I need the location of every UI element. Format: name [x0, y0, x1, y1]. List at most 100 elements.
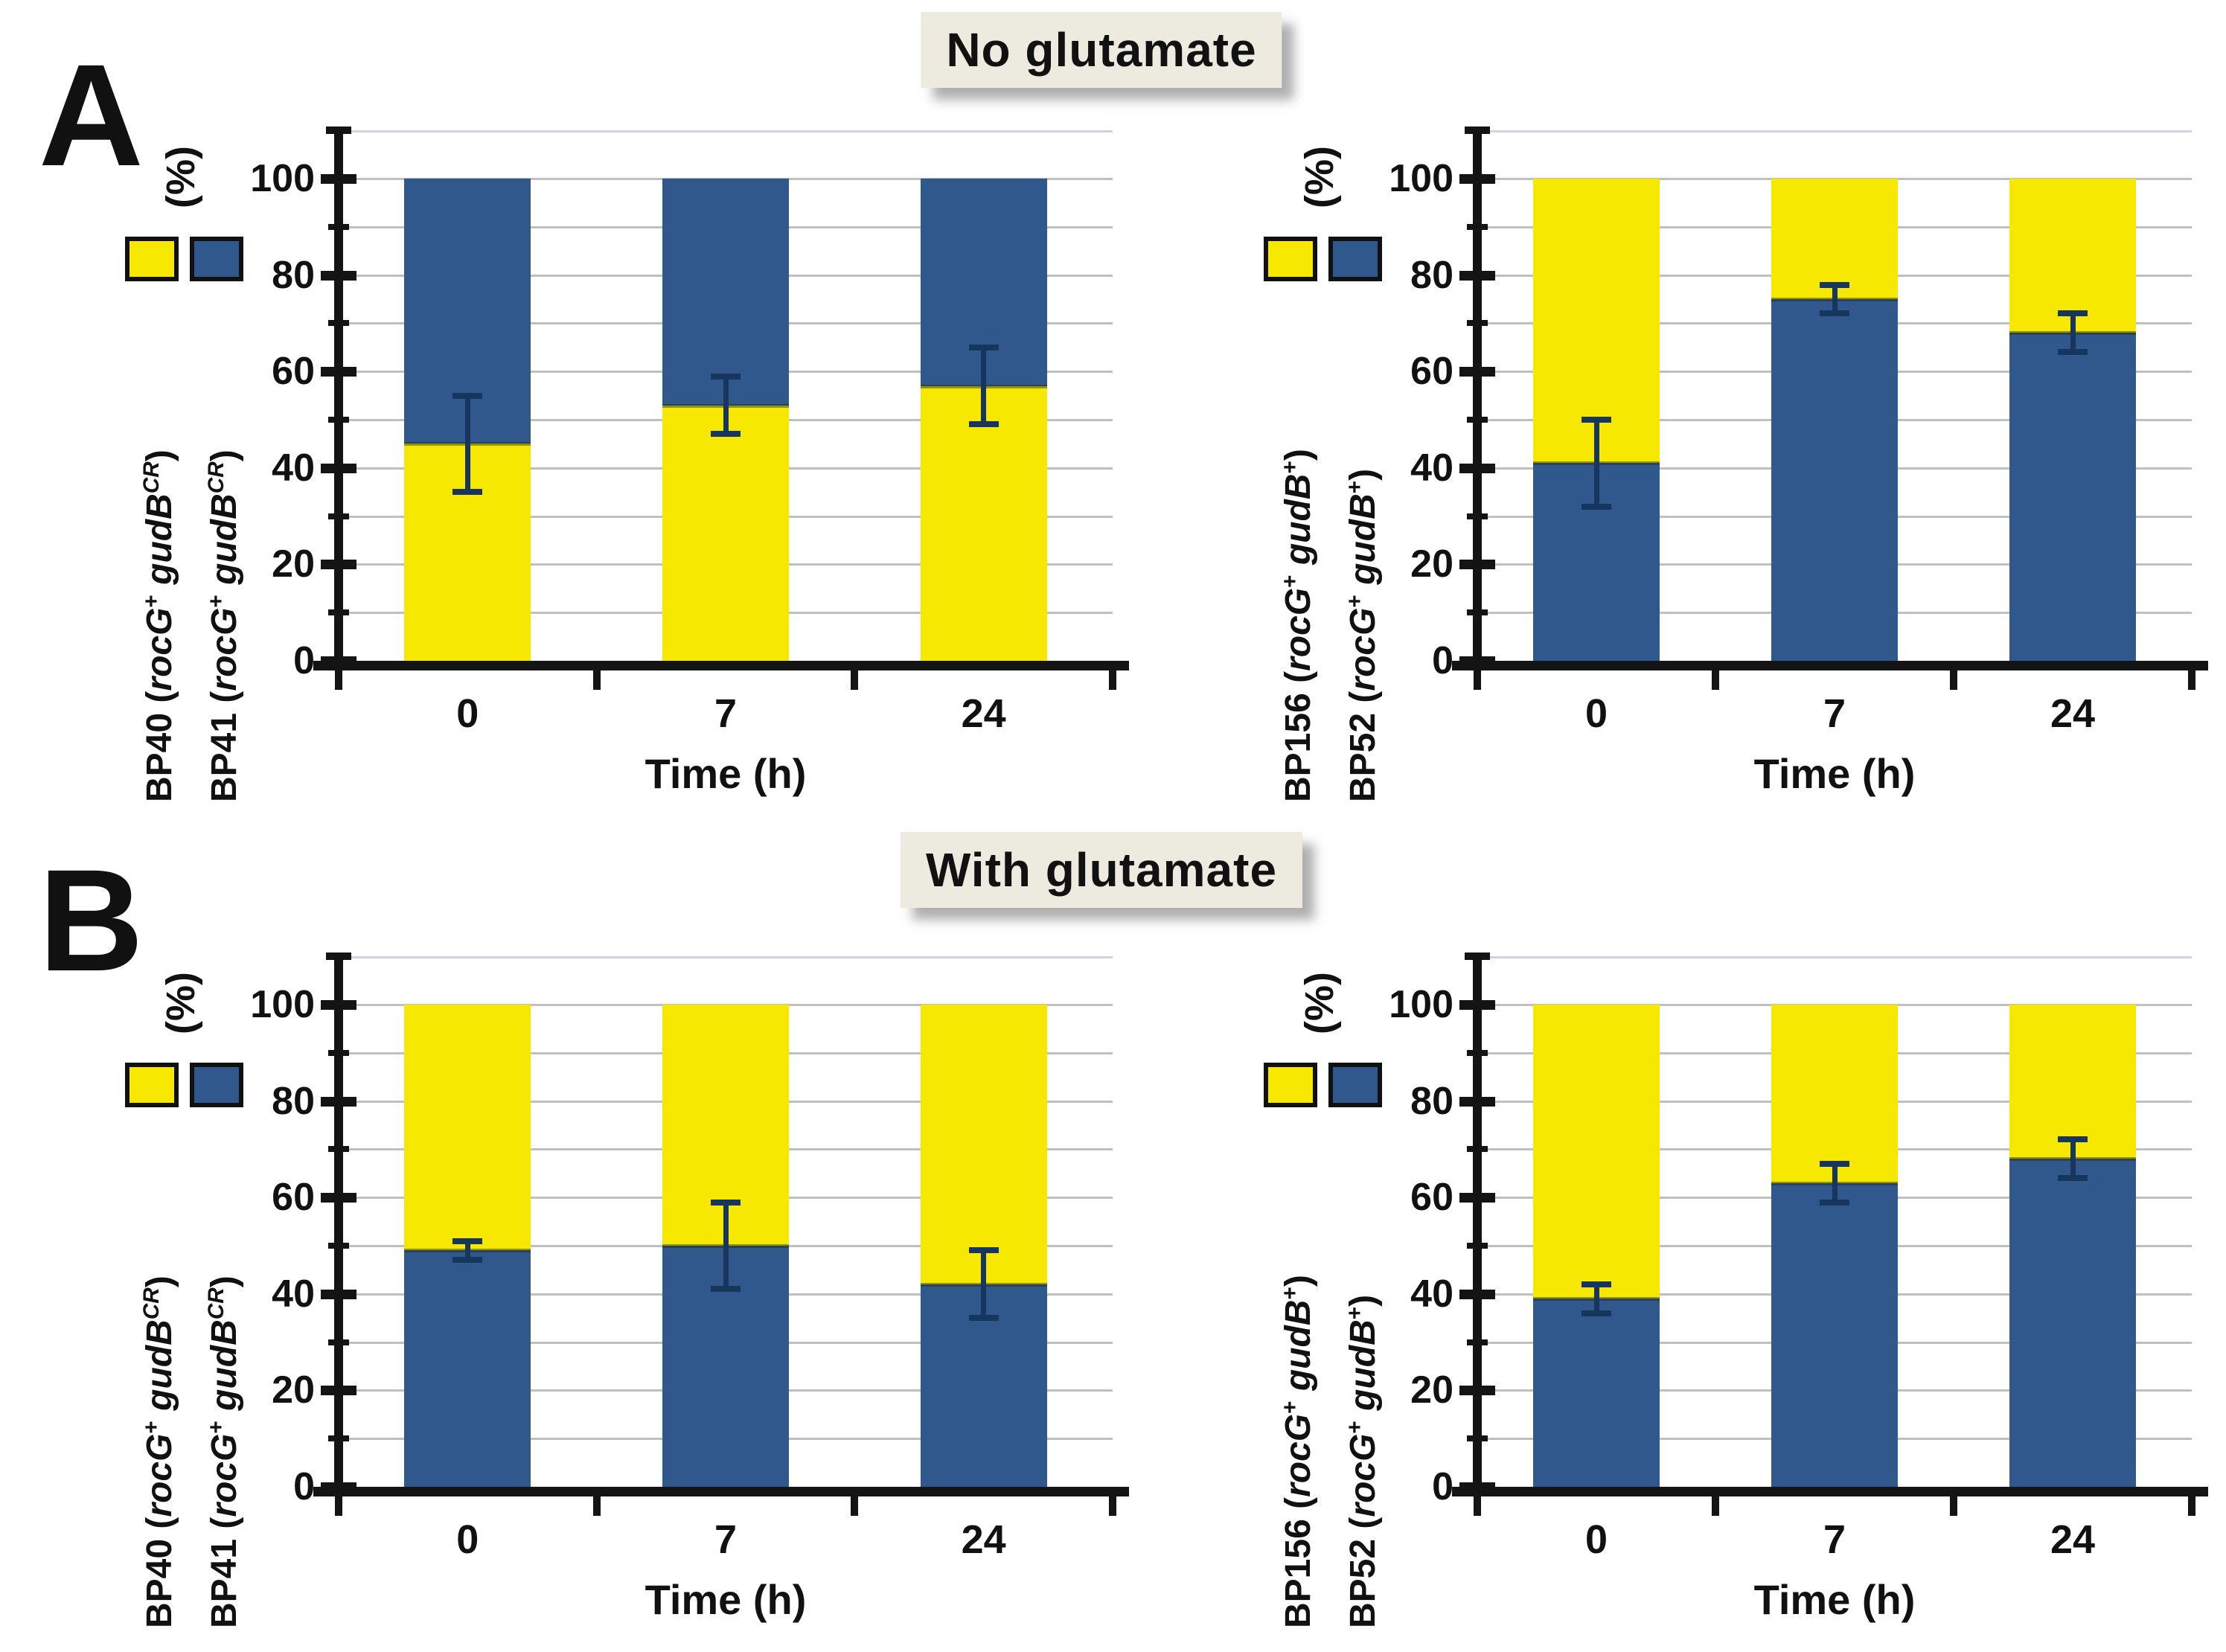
y-tick-label-0: 0 [293, 1465, 315, 1508]
bar-24h-top-yellow [2009, 179, 2136, 333]
strain-label-part: CR [139, 461, 164, 494]
x-tick-label-0: 0 [1584, 691, 1608, 736]
y-minor-tick-10 [328, 1435, 349, 1442]
panel-a-title: No glutamate [921, 12, 1282, 88]
gridline-40 [1482, 1293, 2192, 1296]
x-axis-line [1452, 1487, 2208, 1496]
y-tick-label-0: 0 [1432, 1465, 1453, 1508]
strain-label-part: gudB [1279, 473, 1318, 566]
legend-swatch-blue [1328, 1063, 1382, 1107]
gridline-20 [1482, 563, 2192, 566]
strain-label-part: BP40 ( [140, 1517, 179, 1628]
gridline-100 [343, 178, 1113, 180]
error-cap-bottom-24h [2058, 349, 2088, 356]
bar-24h-stack-seam [920, 1282, 1047, 1287]
error-bar-7h [723, 1202, 729, 1290]
bar-0h-top-blue [404, 179, 531, 444]
strain-label-part: ) [205, 1275, 244, 1288]
error-bar-24h [981, 1250, 987, 1319]
gridline-80 [343, 1100, 1113, 1103]
error-cap-top-24h [968, 344, 999, 350]
gridline-100 [1482, 178, 2192, 180]
x-axis-line [1452, 661, 2208, 670]
y-tick-0 [321, 1482, 356, 1492]
error-bar-7h [723, 376, 729, 435]
strain-label-part: rocG [205, 607, 244, 691]
legend-strain-label-yellow: BP40 (rocG+ gudBCR) [127, 1275, 185, 1628]
strain-label-part: ) [1279, 1275, 1318, 1287]
x-tick-2 [1950, 670, 1957, 690]
bar-7h-top-yellow [1771, 179, 1898, 299]
error-cap-bottom-0h [452, 1257, 483, 1264]
x-tick-label-24: 24 [2050, 1517, 2096, 1562]
error-cap-bottom-0h [1581, 503, 1611, 510]
error-cap-top-24h [2058, 1136, 2088, 1143]
legend-strain-label-yellow: BP156 (rocG+ gudB+) [1266, 1275, 1323, 1628]
x-tick-label-7: 7 [714, 1517, 738, 1562]
bar-0h-stack-seam [1533, 461, 1660, 466]
plot-top-border [343, 130, 1113, 132]
y-minor-tick-30 [328, 513, 349, 519]
y-axis-top-cap [326, 127, 351, 134]
x-tick-label-0: 0 [1584, 1517, 1608, 1562]
y-axis-line [334, 956, 343, 1496]
gridline-90 [343, 225, 1113, 228]
gridline-100 [343, 1004, 1113, 1006]
bar-7h-stack-seam [1771, 1181, 1898, 1185]
legend-swatch-blue [190, 1063, 243, 1107]
strain-label-part: + [204, 595, 228, 608]
strain-label-part: + [139, 1421, 164, 1434]
x-tick-0 [335, 670, 342, 690]
error-cap-top-0h [452, 1238, 483, 1244]
bar-24h-bottom-blue [2009, 1159, 2136, 1487]
gridline-30 [1482, 515, 2192, 518]
strain-label-part: ) [1279, 449, 1318, 461]
y-tick-label-20: 20 [1410, 542, 1453, 586]
strain-label-part [140, 1411, 179, 1421]
bar-24h-bottom-blue [920, 1284, 1047, 1487]
y-axis-line [1473, 130, 1482, 670]
x-tick-2 [851, 670, 859, 690]
y-tick-60 [321, 1193, 356, 1203]
gridline-70 [343, 1148, 1113, 1151]
gridline-70 [1482, 322, 2192, 325]
bar-7h-top-yellow [662, 1005, 789, 1246]
strain-label-part [1343, 585, 1383, 595]
y-axis-unit: (%) [1297, 146, 1342, 208]
gridline-60 [1482, 1197, 2192, 1200]
y-tick-label-60: 60 [272, 350, 315, 394]
error-cap-top-7h [1820, 1160, 1849, 1167]
gridline-20 [1482, 1389, 2192, 1392]
strain-label-part: gudB [1343, 1319, 1383, 1411]
y-tick-60 [1459, 367, 1495, 377]
x-tick-label-0: 0 [456, 691, 479, 736]
strain-label-part: rocG [1279, 1413, 1318, 1497]
bar-24h-top-yellow [2009, 1005, 2136, 1159]
x-tick-0 [335, 1496, 342, 1516]
gridline-90 [1482, 1051, 2192, 1054]
y-tick-label-80: 80 [272, 1079, 315, 1123]
x-tick-0 [1474, 1496, 1481, 1516]
x-tick-1 [592, 670, 601, 690]
error-cap-bottom-7h [711, 1286, 741, 1293]
bar-7h-top-yellow [1771, 1005, 1898, 1183]
gridline-70 [343, 322, 1113, 325]
gridline-30 [343, 515, 1113, 518]
x-axis-line [313, 661, 1129, 670]
y-minor-tick-30 [1467, 1339, 1488, 1345]
bar-0h-bottom-blue [404, 1250, 531, 1487]
y-tick-label-0: 0 [293, 639, 315, 682]
gridline-50 [1482, 1245, 2192, 1247]
strain-label-part: rocG [140, 607, 179, 691]
bar-7h-top-blue [662, 179, 789, 406]
y-minor-tick-10 [1467, 609, 1488, 616]
y-tick-20 [1459, 560, 1495, 570]
gridline-60 [1482, 371, 2192, 374]
gridline-30 [1482, 1341, 2192, 1344]
strain-label-part: + [1343, 480, 1367, 494]
x-tick-label-7: 7 [1823, 1517, 1846, 1562]
y-minor-tick-70 [1467, 320, 1488, 327]
bar-24h-stack-seam [2009, 331, 2136, 336]
